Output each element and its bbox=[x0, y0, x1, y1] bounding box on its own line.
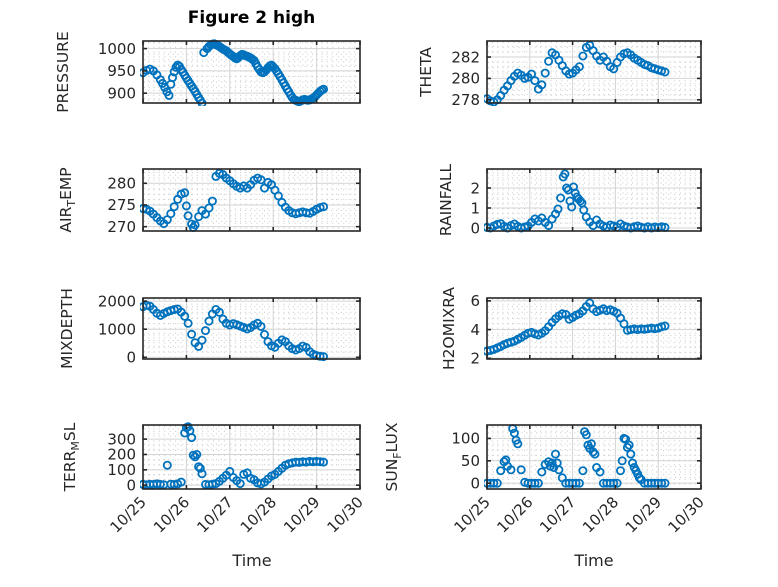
axes-box bbox=[486, 424, 702, 490]
tick-marks bbox=[486, 298, 702, 360]
y-tick-label: 2 bbox=[470, 179, 480, 197]
x-tick-label: 10/26 bbox=[150, 493, 193, 536]
y-tick-label: 270 bbox=[107, 218, 136, 236]
minor-grid bbox=[488, 42, 700, 102]
y-axis-label-sun_flux: SUNFLUX bbox=[383, 422, 404, 491]
TERR_MSL-points bbox=[140, 422, 328, 490]
x-axis-label-left: Time bbox=[232, 551, 272, 570]
MIXDEPTH-points bbox=[140, 300, 328, 362]
panel-MIXDEPTH: 0 1000 2000 MIXDEPTH bbox=[58, 288, 361, 369]
y-tick-label: 900 bbox=[107, 84, 136, 102]
y-axis-label-h2omixra: H2OMIXRA bbox=[440, 287, 458, 370]
y-tick-label: 2000 bbox=[98, 292, 136, 310]
PRESSURE-points bbox=[140, 39, 328, 106]
H2OMIXRA-points bbox=[484, 298, 670, 356]
x-tick-label: 10/27 bbox=[536, 493, 579, 536]
tick-marks bbox=[142, 41, 361, 103]
panel-H2OMIXRA: 2 4 6 H2OMIXRA bbox=[440, 287, 702, 370]
AIR_TEMP-points bbox=[140, 168, 328, 232]
THETA-points bbox=[484, 40, 670, 106]
tick-marks bbox=[142, 425, 361, 489]
major-grid bbox=[143, 41, 360, 103]
tick-marks bbox=[486, 425, 702, 489]
axes-box bbox=[486, 168, 702, 232]
y-tick-label: 200 bbox=[107, 446, 136, 464]
tick-marks bbox=[142, 169, 361, 231]
y-tick-label: 0 bbox=[470, 219, 480, 237]
y-tick-label: 280 bbox=[107, 175, 136, 193]
x-tick-label: 10/25 bbox=[107, 493, 150, 536]
y-tick-label: 1 bbox=[470, 199, 480, 217]
axes-box bbox=[142, 168, 361, 232]
axes-box bbox=[486, 297, 702, 360]
x-tick-label: 10/29 bbox=[280, 493, 323, 536]
SUN_FLUX-points bbox=[484, 424, 670, 488]
tick-marks bbox=[486, 41, 702, 103]
figure-title: Figure 2 high bbox=[187, 8, 316, 28]
y-axis-label-pressure: PRESSURE bbox=[54, 31, 72, 113]
panel-PRESSURE: 900 950 1000 PRESSURE bbox=[54, 31, 361, 113]
major-grid bbox=[487, 425, 701, 489]
y-tick-label: 950 bbox=[107, 62, 136, 80]
y-axis-label-theta: THETA bbox=[417, 47, 435, 98]
y-tick-label: 100 bbox=[107, 461, 136, 479]
x-tick-label: 10/30 bbox=[665, 493, 708, 536]
panel-THETA: 278 280 282 THETA bbox=[417, 40, 702, 109]
y-tick-label: 0 bbox=[126, 476, 136, 494]
axes-box bbox=[142, 40, 361, 104]
y-axis-label-rainfall: RAINFALL bbox=[437, 163, 455, 236]
axes-box bbox=[486, 40, 702, 104]
x-tick-label: 10/28 bbox=[237, 493, 280, 536]
x-tick-label: 10/27 bbox=[193, 493, 236, 536]
y-tick-label: 1000 bbox=[98, 40, 136, 58]
tick-marks bbox=[142, 298, 361, 359]
y-tick-label: 50 bbox=[461, 452, 480, 470]
minor-grid bbox=[488, 170, 700, 230]
y-tick-label: 282 bbox=[451, 48, 480, 66]
x-tick-label: 10/28 bbox=[579, 493, 622, 536]
y-tick-label: 1000 bbox=[98, 320, 136, 338]
y-tick-label: 6 bbox=[470, 292, 480, 310]
x-axis-label-right: Time bbox=[574, 551, 614, 570]
RAINFALL-points bbox=[484, 169, 670, 233]
panel-SUN_FLUX: 0 50 100 SUNFLUX 10/25 10/26 10/27 10/28 10/29 10… bbox=[383, 422, 708, 536]
y-tick-label: 0 bbox=[470, 474, 480, 492]
y-tick-label: 275 bbox=[107, 196, 136, 214]
y-axis-label-terr_msl: TERRMSL bbox=[61, 422, 82, 492]
x-tick-label: 10/26 bbox=[493, 493, 536, 536]
x-tick-label: 10/30 bbox=[324, 493, 367, 536]
panel-AIR_TEMP: 270 275 280 AIRTEMP bbox=[57, 167, 361, 236]
panel-RAINFALL: 0 1 2 RAINFALL bbox=[437, 163, 702, 237]
y-axis-label-air_temp: AIRTEMP bbox=[57, 167, 78, 232]
y-tick-label: 0 bbox=[126, 349, 136, 367]
axes-box bbox=[142, 424, 361, 490]
y-tick-label: 100 bbox=[451, 430, 480, 448]
x-tick-label: 10/29 bbox=[622, 493, 665, 536]
y-tick-label: 4 bbox=[470, 321, 480, 339]
y-tick-label: 300 bbox=[107, 430, 136, 448]
y-tick-label: 278 bbox=[451, 91, 480, 109]
y-axis-label-mixdepth: MIXDEPTH bbox=[58, 288, 76, 369]
tick-marks bbox=[486, 169, 702, 231]
y-tick-label: 280 bbox=[451, 70, 480, 88]
y-tick-label: 2 bbox=[470, 350, 480, 368]
x-tick-label: 10/25 bbox=[451, 493, 494, 536]
minor-grid bbox=[144, 426, 359, 488]
